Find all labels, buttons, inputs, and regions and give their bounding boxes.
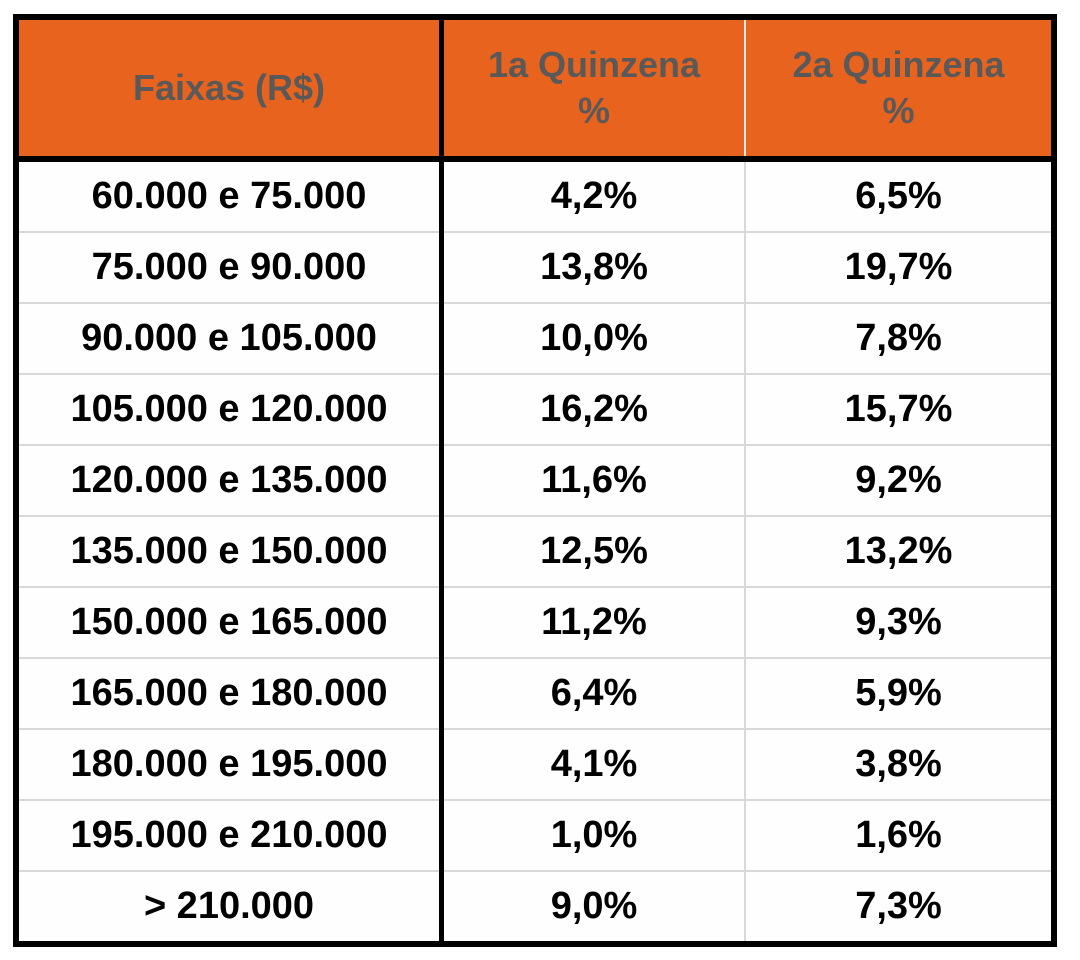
table-body: 60.000 e 75.000 4,2% 6,5% 75.000 e 90.00… [16,159,1054,944]
cell-faixa: 75.000 e 90.000 [16,231,444,303]
cell-quinzena1: 11,6% [441,444,746,516]
cell-quinzena2: 5,9% [745,657,1054,729]
header-cell-quinzena2: 2a Quinzena % [745,17,1054,162]
table-header: Faixas (R$) 1a Quinzena % 2a Quinzena % [16,17,1054,162]
table-row: 195.000 e 210.000 1,0% 1,6% [16,799,1054,871]
cell-quinzena1: 4,2% [441,159,746,232]
table-row: > 210.000 9,0% 7,3% [16,870,1054,944]
cell-quinzena2: 6,5% [745,159,1054,232]
cell-quinzena1: 10,0% [441,302,746,374]
cell-quinzena2: 1,6% [745,799,1054,871]
cell-faixa: 60.000 e 75.000 [16,159,444,232]
table-row: 105.000 e 120.000 16,2% 15,7% [16,373,1054,445]
table-row: 90.000 e 105.000 10,0% 7,8% [16,302,1054,374]
cell-quinzena2: 7,3% [745,870,1054,944]
header-row: Faixas (R$) 1a Quinzena % 2a Quinzena % [16,17,1054,162]
cell-faixa: 180.000 e 195.000 [16,728,444,800]
data-table: Faixas (R$) 1a Quinzena % 2a Quinzena % … [13,14,1057,947]
cell-faixa: 90.000 e 105.000 [16,302,444,374]
cell-quinzena1: 13,8% [441,231,746,303]
cell-quinzena2: 3,8% [745,728,1054,800]
header-quinzena2-line2: % [882,90,915,131]
cell-faixa: 120.000 e 135.000 [16,444,444,516]
cell-quinzena1: 1,0% [441,799,746,871]
cell-quinzena2: 9,3% [745,586,1054,658]
table-row: 120.000 e 135.000 11,6% 9,2% [16,444,1054,516]
cell-faixa: > 210.000 [16,870,444,944]
header-cell-quinzena1: 1a Quinzena % [441,17,746,162]
cell-faixa: 150.000 e 165.000 [16,586,444,658]
cell-quinzena1: 9,0% [441,870,746,944]
header-quinzena2-line1: 2a Quinzena [792,44,1005,85]
cell-faixa: 195.000 e 210.000 [16,799,444,871]
header-faixas-label: Faixas (R$) [132,67,326,108]
cell-faixa: 105.000 e 120.000 [16,373,444,445]
cell-quinzena1: 6,4% [441,657,746,729]
cell-quinzena2: 19,7% [745,231,1054,303]
table-row: 135.000 e 150.000 12,5% 13,2% [16,515,1054,587]
cell-quinzena1: 11,2% [441,586,746,658]
table-container: Faixas (R$) 1a Quinzena % 2a Quinzena % … [13,14,1057,947]
table-row: 180.000 e 195.000 4,1% 3,8% [16,728,1054,800]
cell-quinzena2: 13,2% [745,515,1054,587]
cell-quinzena1: 12,5% [441,515,746,587]
cell-quinzena1: 16,2% [441,373,746,445]
cell-quinzena2: 15,7% [745,373,1054,445]
table-row: 150.000 e 165.000 11,2% 9,3% [16,586,1054,658]
cell-quinzena1: 4,1% [441,728,746,800]
header-cell-faixas: Faixas (R$) [16,17,444,162]
cell-faixa: 135.000 e 150.000 [16,515,444,587]
cell-quinzena2: 7,8% [745,302,1054,374]
table-row: 60.000 e 75.000 4,2% 6,5% [16,159,1054,232]
header-quinzena1-line1: 1a Quinzena [487,44,701,85]
cell-faixa: 165.000 e 180.000 [16,657,444,729]
table-row: 75.000 e 90.000 13,8% 19,7% [16,231,1054,303]
table-row: 165.000 e 180.000 6,4% 5,9% [16,657,1054,729]
header-quinzena1-line2: % [577,90,610,131]
cell-quinzena2: 9,2% [745,444,1054,516]
